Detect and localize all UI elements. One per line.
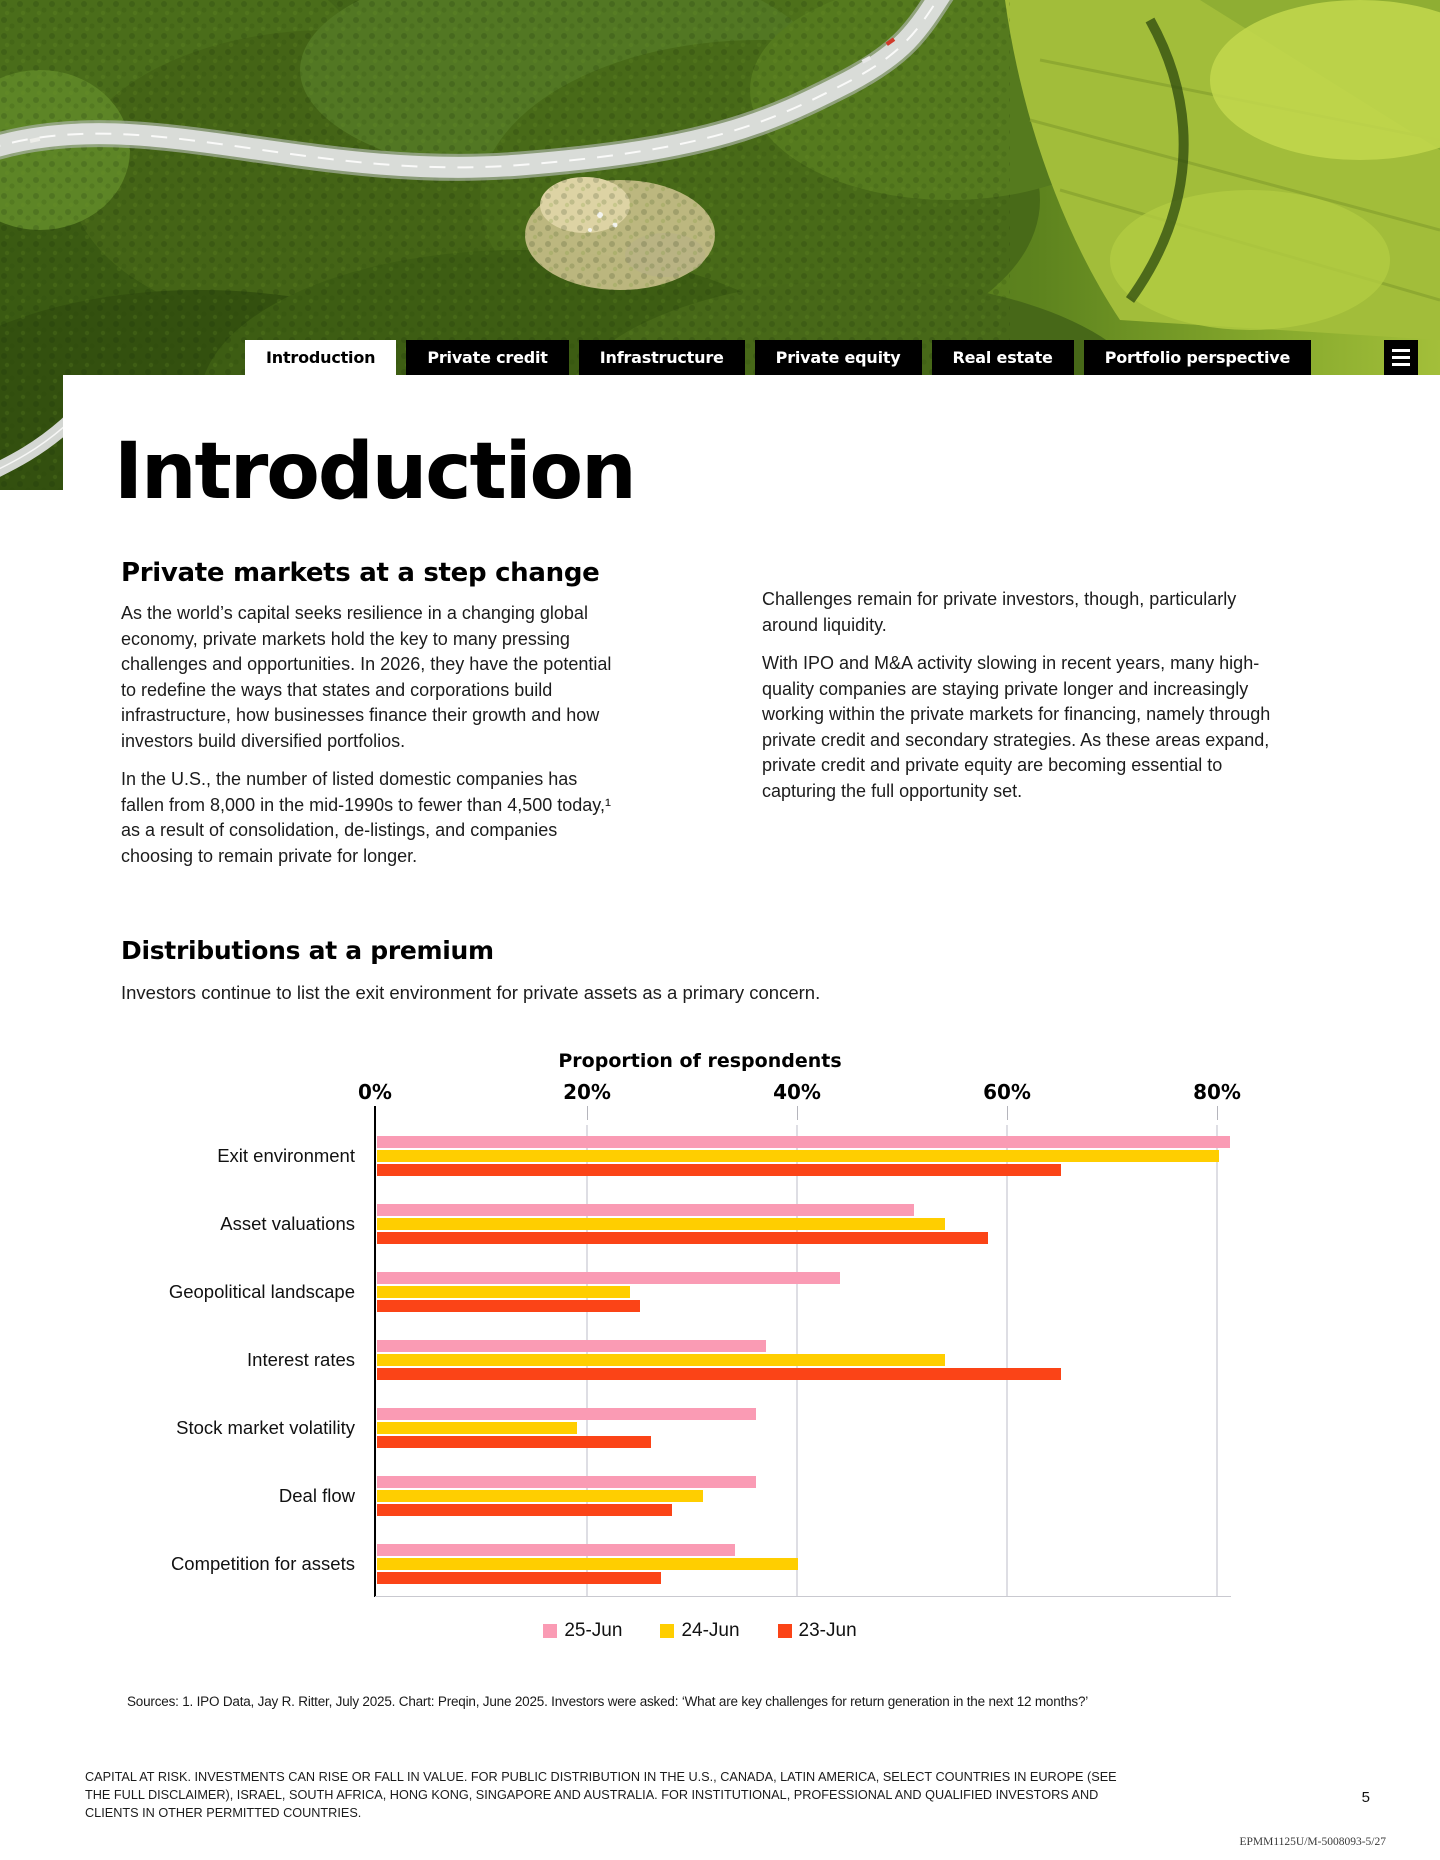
bar-24jun [377,1422,577,1434]
bar-25jun [377,1476,756,1488]
paragraph: With IPO and M&A activity slowing in rec… [762,653,1271,801]
chart-baseline [375,1596,1231,1597]
axis-tick [1007,1106,1008,1120]
bar-24jun [377,1218,946,1230]
category-label: Competition for assets [170,1553,355,1574]
legend-item: 24-Jun [660,1620,740,1642]
bar-group [377,1340,1062,1382]
axis-tick [1217,1106,1218,1120]
bar-23jun [377,1504,672,1516]
paragraph: As the world’s capital seeks resilience … [121,603,612,751]
bar-group [377,1272,841,1314]
distributions-subtitle: Investors continue to list the exit envi… [121,982,821,1003]
legend-label: 23-Jun [798,1620,857,1641]
axis-tick [797,1106,798,1120]
x-axis-label: 60% [983,1080,1031,1104]
bar-25jun [377,1340,767,1352]
category-label: Interest rates [247,1349,355,1370]
bar-25jun [377,1204,914,1216]
disclaimer-text: CAPITAL AT RISK. INVESTMENTS CAN RISE OR… [85,1770,1117,1820]
x-axis-label: 0% [358,1080,392,1104]
chart-legend: 25-Jun 24-Jun 23-Jun [130,1620,1270,1642]
bar-23jun [377,1368,1062,1380]
bar-chart: Proportion of respondents 0% 20% 40% 60%… [0,1040,1440,1690]
tab-private-credit[interactable]: Private credit [406,340,569,375]
bar-group [377,1408,756,1450]
bar-23jun [377,1232,988,1244]
gridline [1216,1125,1218,1597]
category-label: Asset valuations [220,1213,355,1234]
category-label: Stock market volatility [176,1417,355,1438]
bar-group [377,1544,798,1586]
category-label: Geopolitical landscape [168,1281,355,1302]
bar-25jun [377,1272,841,1284]
section-heading-distributions: Distributions at a premium [121,936,494,965]
bar-24jun [377,1490,704,1502]
bar-25jun [377,1408,756,1420]
section-tab-bar: Introduction Private credit Infrastructu… [245,340,1312,375]
sources-note: Sources: 1. IPO Data, Jay R. Ritter, Jul… [127,1694,1089,1709]
legend-label: 24-Jun [681,1620,740,1641]
bar-23jun [377,1300,641,1312]
chart-title: Proportion of respondents [558,1050,842,1072]
page-number: 5 [1361,1789,1370,1806]
bar-group [377,1136,1230,1178]
bar-group [377,1204,988,1246]
x-axis-label: 40% [773,1080,821,1104]
axis-tick [587,1106,588,1120]
legend-swatch-24jun [660,1624,675,1638]
gridline [1006,1125,1008,1597]
page-title: Introduction [114,427,637,517]
bar-25jun [377,1544,735,1556]
hero-photo [0,0,1440,375]
tab-introduction[interactable]: Introduction [245,340,397,375]
bar-23jun [377,1436,651,1448]
intro-right-column: Challenges remain for private investors,… [762,587,1274,817]
category-label: Deal flow [278,1485,355,1506]
tab-real-estate[interactable]: Real estate [931,340,1074,375]
paragraph: Challenges remain for private investors,… [762,589,1237,635]
y-axis-line [374,1106,376,1597]
tab-private-equity[interactable]: Private equity [754,340,922,375]
section-heading-step-change: Private markets at a step change [121,558,600,588]
bar-24jun [377,1150,1219,1162]
bar-25jun [377,1136,1230,1148]
bar-23jun [377,1572,662,1584]
legend-item: 23-Jun [777,1620,857,1642]
tab-portfolio-perspective[interactable]: Portfolio perspective [1083,340,1312,375]
x-axis-label: 80% [1193,1080,1241,1104]
hamburger-menu-icon[interactable] [1384,340,1418,375]
bar-24jun [377,1286,630,1298]
hero-photo-left-strip [0,375,63,490]
compliance-code: EPMM1125U/M-5008093-5/27 [1239,1836,1386,1848]
bar-23jun [377,1164,1062,1176]
bar-24jun [377,1558,798,1570]
intro-left-column: As the world’s capital seeks resilience … [121,601,618,882]
bar-group [377,1476,756,1518]
legend-swatch-23jun [777,1624,792,1638]
category-label: Exit environment [217,1145,355,1166]
legend-swatch-25jun [543,1624,558,1638]
x-axis-label: 20% [563,1080,611,1104]
legend-label: 25-Jun [564,1620,623,1641]
bar-24jun [377,1354,946,1366]
legend-item: 25-Jun [543,1620,622,1642]
tab-infrastructure[interactable]: Infrastructure [578,340,745,375]
paragraph: In the U.S., the number of listed domest… [121,769,611,866]
